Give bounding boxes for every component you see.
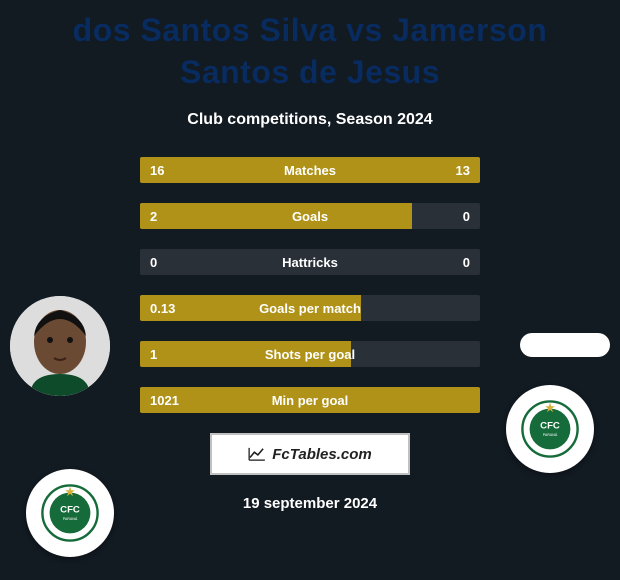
stat-label: Hattricks	[140, 249, 480, 275]
stat-label: Min per goal	[140, 387, 480, 413]
stat-row: 20Goals	[140, 203, 480, 229]
crest-icon: CFC PARANÁ	[40, 483, 100, 543]
svg-text:CFC: CFC	[60, 505, 80, 516]
chart-icon	[248, 447, 266, 461]
stat-row: 0.13Goals per match	[140, 295, 480, 321]
stat-row: 00Hattricks	[140, 249, 480, 275]
subtitle: Club competitions, Season 2024	[0, 111, 620, 129]
page-title: dos Santos Silva vs Jamerson Santos de J…	[0, 0, 620, 93]
svg-text:PARANÁ: PARANÁ	[543, 433, 558, 437]
comparison-content: CFC PARANÁ CFC PARANÁ 1613Matches 20Goals…	[0, 157, 620, 512]
player-left-avatar	[10, 296, 110, 396]
svg-text:PARANÁ: PARANÁ	[63, 517, 78, 521]
stat-label: Goals per match	[140, 295, 480, 321]
crest-icon: CFC PARANÁ	[520, 399, 580, 459]
stat-row: 1613Matches	[140, 157, 480, 183]
stat-row: 1021Min per goal	[140, 387, 480, 413]
stat-bars: 1613Matches 20Goals 00Hattricks 0.13Goals p…	[140, 157, 480, 413]
player-right-avatar	[520, 333, 610, 357]
club-crest-right: CFC PARANÁ	[506, 385, 594, 473]
watermark-box[interactable]: FcTables.com	[210, 433, 410, 475]
stat-label: Shots per goal	[140, 341, 480, 367]
stat-label: Goals	[140, 203, 480, 229]
club-crest-left: CFC PARANÁ	[26, 469, 114, 557]
stat-label: Matches	[140, 157, 480, 183]
face-icon	[10, 296, 110, 396]
svg-text:CFC: CFC	[540, 421, 560, 432]
stat-row: 1Shots per goal	[140, 341, 480, 367]
watermark-text: FcTables.com	[272, 446, 371, 463]
